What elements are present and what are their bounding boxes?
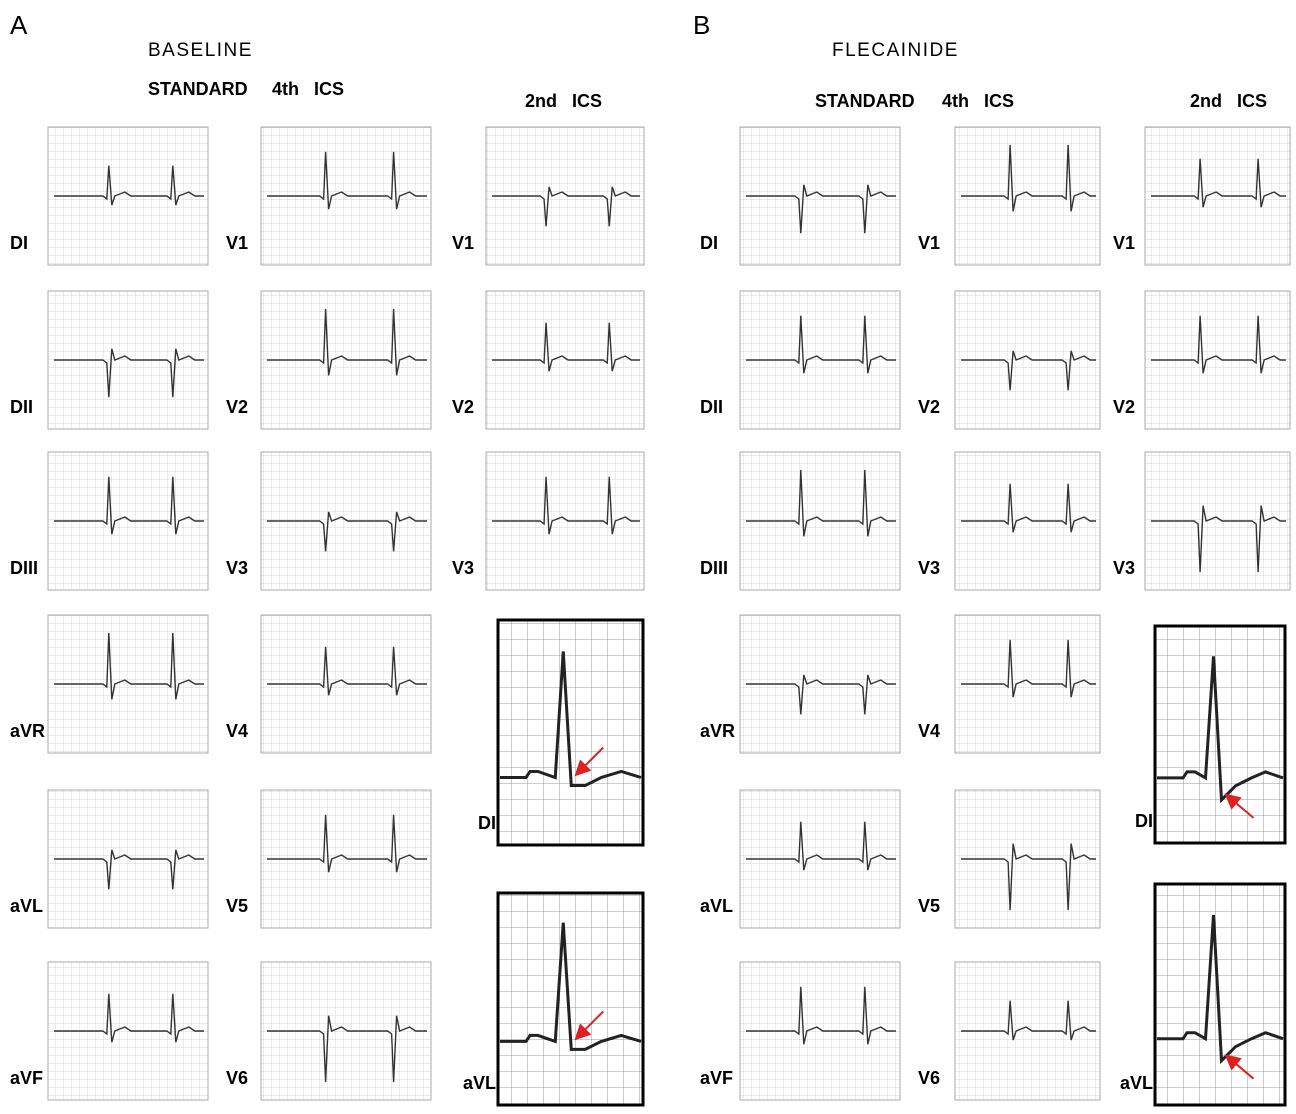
lead-label: V3 xyxy=(918,558,940,578)
panel-letter: A xyxy=(10,10,28,40)
ecg-trace xyxy=(267,151,427,210)
lead-label: aVL xyxy=(463,1073,496,1093)
lead-label: aVR xyxy=(10,721,45,741)
lead-label: aVF xyxy=(10,1068,43,1088)
column-header: 2nd ICS xyxy=(525,91,602,111)
ecg-trace xyxy=(267,646,427,696)
lead-label: V3 xyxy=(452,558,474,578)
ecg-trace-zoom xyxy=(1157,914,1284,1065)
ecg-trace xyxy=(961,483,1096,533)
ecg-trace xyxy=(746,184,896,234)
ecg-trace xyxy=(961,350,1096,391)
zoom-box xyxy=(496,618,645,847)
red-arrow xyxy=(574,1010,604,1041)
panel-title: BASELINE xyxy=(148,40,253,61)
ecg-trace xyxy=(1151,315,1286,374)
column-header: STANDARD xyxy=(815,91,915,111)
lead-label: DIII xyxy=(700,558,728,578)
ecg-trace xyxy=(961,144,1096,212)
ecg-trace xyxy=(1151,505,1286,573)
lead-label: aVL xyxy=(1120,1073,1153,1093)
lead-label: aVL xyxy=(10,896,43,916)
lead-label: V1 xyxy=(226,233,248,253)
ecg-trace-zoom xyxy=(500,922,642,1051)
ecg-trace xyxy=(267,511,427,552)
lead-label: V3 xyxy=(1113,558,1135,578)
lead-label: DIII xyxy=(10,558,38,578)
lead-label: V2 xyxy=(452,397,474,417)
ecg-trace-zoom xyxy=(500,651,642,787)
ecg-trace xyxy=(267,814,427,873)
column-header: 2nd ICS xyxy=(1190,91,1267,111)
zoom-box xyxy=(1153,624,1287,845)
ecg-trace xyxy=(267,308,427,376)
lead-label: V5 xyxy=(918,896,940,916)
ecg-trace xyxy=(54,348,204,398)
lead-label: DI xyxy=(478,813,496,833)
ecg-trace xyxy=(961,1000,1096,1041)
lead-label: DII xyxy=(10,397,33,417)
lead-label: V4 xyxy=(226,721,248,741)
ecg-trace xyxy=(54,632,204,700)
ecg-trace xyxy=(746,674,896,715)
lead-label: aVF xyxy=(700,1068,733,1088)
lead-label: V2 xyxy=(918,397,940,417)
lead-label: V2 xyxy=(1113,397,1135,417)
red-arrow xyxy=(1224,793,1255,819)
ecg-trace xyxy=(746,986,896,1045)
ecg-trace xyxy=(746,469,896,537)
ecg-trace xyxy=(746,315,896,374)
lead-label: V6 xyxy=(226,1068,248,1088)
lead-label: V1 xyxy=(918,233,940,253)
lead-label: aVR xyxy=(700,721,735,741)
ecg-trace xyxy=(961,639,1096,698)
lead-label: DII xyxy=(700,397,723,417)
lead-label: DI xyxy=(1135,811,1153,831)
lead-label: DI xyxy=(10,233,28,253)
column-header: STANDARD xyxy=(148,79,248,99)
ecg-trace xyxy=(1151,158,1286,208)
lead-label: V5 xyxy=(226,896,248,916)
ecg-trace xyxy=(267,1015,427,1083)
lead-label: DI xyxy=(700,233,718,253)
ecg-trace xyxy=(492,322,640,372)
red-arrow xyxy=(1224,1054,1255,1080)
panel-letter: B xyxy=(693,10,710,40)
lead-label: V1 xyxy=(452,233,474,253)
lead-label: V2 xyxy=(226,397,248,417)
ecg-trace xyxy=(746,821,896,871)
lead-label: V4 xyxy=(918,721,940,741)
ecg-trace xyxy=(961,843,1096,911)
lead-label: V3 xyxy=(226,558,248,578)
ecg-trace xyxy=(54,993,204,1043)
red-arrow xyxy=(574,746,604,777)
ecg-trace xyxy=(54,476,204,535)
column-header: 4th ICS xyxy=(942,91,1014,111)
ecg-trace xyxy=(492,476,640,535)
panel-title: FLECAINIDE xyxy=(832,40,959,61)
ecg-trace-zoom xyxy=(1157,656,1284,804)
ecg-trace xyxy=(54,849,204,890)
column-header: 4th ICS xyxy=(272,79,344,99)
zoom-box xyxy=(1153,882,1287,1107)
lead-label: V1 xyxy=(1113,233,1135,253)
lead-label: aVL xyxy=(700,896,733,916)
lead-label: V6 xyxy=(918,1068,940,1088)
ecg-trace xyxy=(54,165,204,206)
zoom-box xyxy=(496,891,645,1107)
ecg-trace xyxy=(492,186,640,227)
